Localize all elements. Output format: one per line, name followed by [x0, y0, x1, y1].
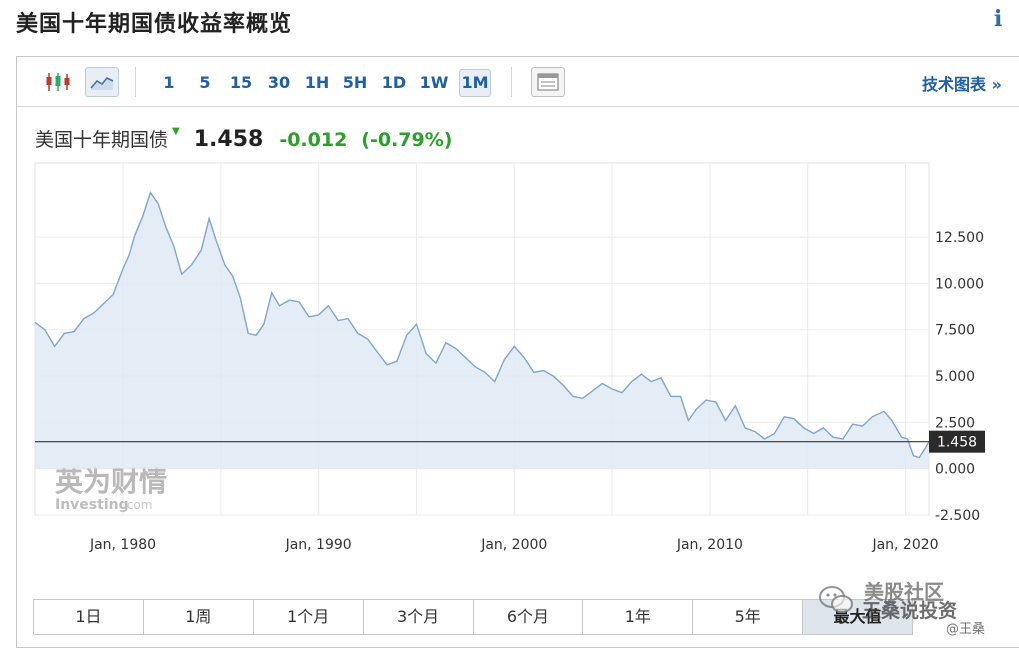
period-selector: 1日 1周 1个月 3个月 6个月 1年 5年 最大值: [33, 599, 913, 635]
down-arrow-icon: ▼: [172, 126, 180, 137]
y-tick-label: 7.500: [935, 323, 975, 339]
page-title: 美国十年期国债收益率概览: [16, 12, 293, 37]
y-tick-label: 2.500: [935, 415, 975, 431]
series-line: [34, 191, 930, 459]
last-price: 1.458: [193, 127, 264, 152]
current-value-label: 1.458: [937, 435, 977, 451]
interval-5h-button[interactable]: 5H: [342, 73, 368, 92]
period-tab[interactable]: 3个月: [363, 600, 474, 634]
interval-1m-button[interactable]: 1M: [459, 69, 491, 97]
x-tick-label: Jan, 1990: [285, 537, 352, 553]
y-tick-label: 5.000: [935, 369, 975, 385]
line-chart-icon[interactable]: [85, 67, 119, 97]
candlestick-icon[interactable]: [41, 67, 75, 97]
y-tick-label: 10.000: [935, 276, 984, 292]
yield-chart[interactable]: 英为财情Investing.com1.45812.50010.0007.5005…: [17, 57, 1019, 597]
interval-30-button[interactable]: 30: [267, 73, 291, 92]
instrument-name: 美国十年期国债: [35, 129, 169, 151]
period-tab[interactable]: 5年: [693, 600, 804, 634]
investing-watermark-cn: 英为财情: [55, 465, 167, 498]
x-tick-label: Jan, 2020: [871, 537, 938, 553]
chart-widget: 1 5 15 30 1H 5H 1D 1W 1M 技术图表 » 美国十年期国债 ▼ 1.458 …: [16, 56, 1019, 648]
interval-1-button[interactable]: 1: [163, 73, 175, 92]
price-change-percent: (-0.79%): [361, 129, 453, 151]
series-area: [35, 192, 929, 469]
period-tab[interactable]: 6个月: [473, 600, 584, 634]
interval-1w-button[interactable]: 1W: [419, 73, 449, 92]
table-icon[interactable]: [531, 67, 565, 97]
current-value-badge: [929, 430, 985, 453]
x-tick-label: Jan, 1980: [89, 537, 156, 553]
period-tab[interactable]: 1个月: [253, 600, 364, 634]
y-tick-label: 0.000: [935, 462, 975, 478]
investing-watermark-en: Investing: [55, 497, 129, 513]
y-tick-label: -2.500: [935, 508, 980, 524]
info-icon[interactable]: i: [994, 6, 1003, 32]
toolbar-divider: [511, 67, 512, 97]
investing-watermark-suffix: .com: [123, 498, 152, 512]
chart-toolbar: 1 5 15 30 1H 5H 1D 1W 1M 技术图表 »: [17, 57, 1019, 107]
x-tick-label: Jan, 2010: [676, 537, 743, 553]
interval-5-button[interactable]: 5: [199, 73, 211, 92]
toolbar-divider: [135, 67, 136, 97]
period-tab[interactable]: 1日: [34, 600, 144, 634]
period-tab[interactable]: 1周: [143, 600, 254, 634]
interval-15-button[interactable]: 15: [229, 73, 253, 92]
y-tick-label: 12.500: [935, 230, 984, 246]
period-tab[interactable]: 1年: [583, 600, 694, 634]
period-tab[interactable]: 最大值: [803, 600, 912, 634]
x-tick-label: Jan, 2000: [480, 537, 547, 553]
price-change: -0.012: [279, 129, 348, 151]
technical-chart-link[interactable]: 技术图表 »: [922, 75, 1002, 94]
interval-1h-button[interactable]: 1H: [304, 73, 330, 92]
quote-header: 美国十年期国债 ▼ 1.458 -0.012 (-0.79%): [35, 125, 452, 155]
interval-1d-button[interactable]: 1D: [381, 73, 407, 92]
